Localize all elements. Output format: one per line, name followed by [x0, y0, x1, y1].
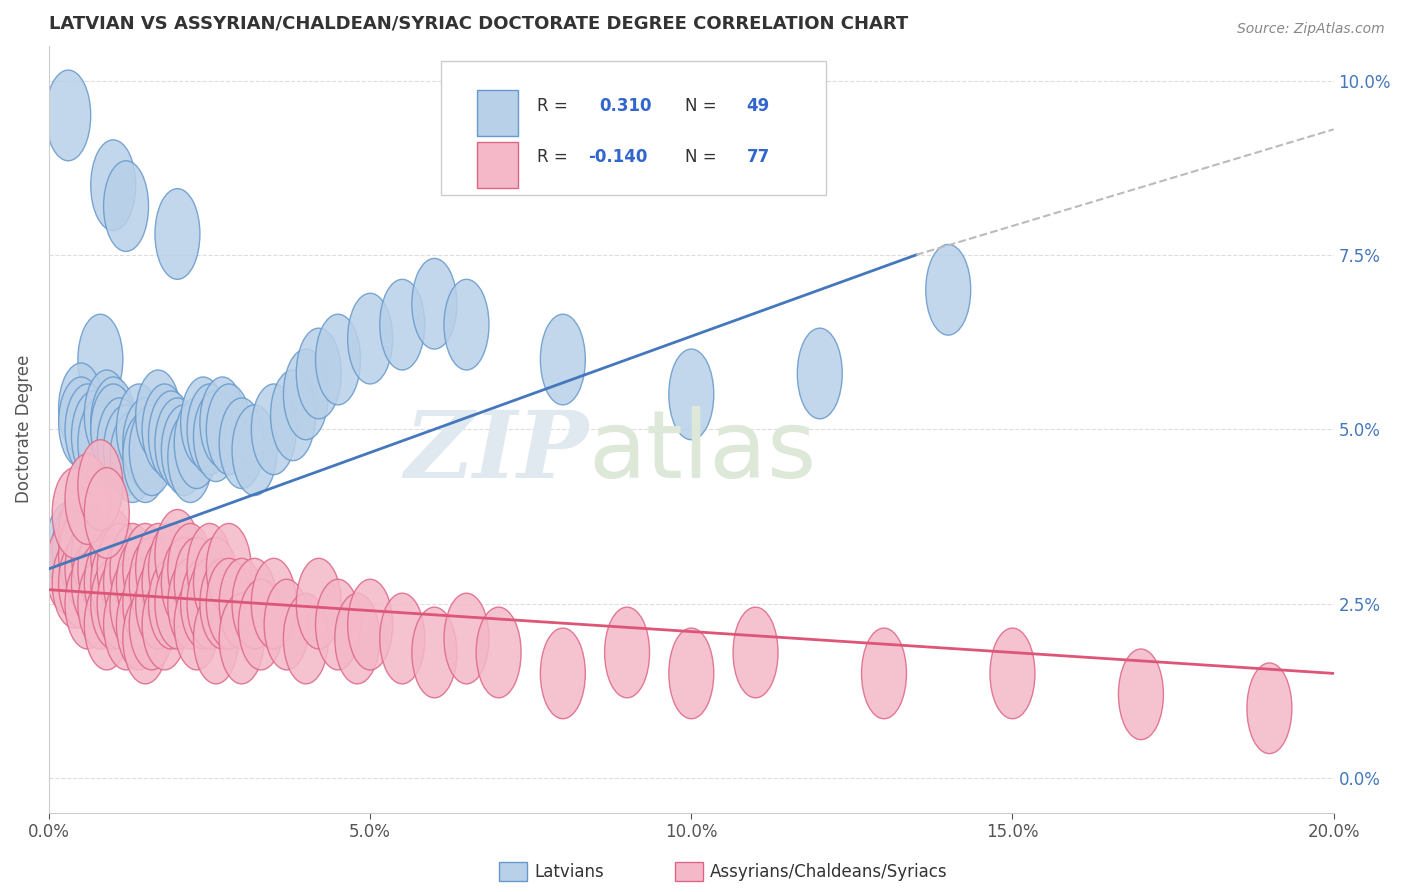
Text: Assyrians/Chaldeans/Syriacs: Assyrians/Chaldeans/Syriacs: [710, 863, 948, 881]
Text: 49: 49: [747, 96, 770, 114]
Text: atlas: atlas: [589, 406, 817, 499]
Text: R =: R =: [537, 96, 568, 114]
Text: LATVIAN VS ASSYRIAN/CHALDEAN/SYRIAC DOCTORATE DEGREE CORRELATION CHART: LATVIAN VS ASSYRIAN/CHALDEAN/SYRIAC DOCT…: [49, 15, 908, 33]
Text: Latvians: Latvians: [534, 863, 605, 881]
Text: N =: N =: [685, 148, 717, 166]
Text: -0.140: -0.140: [589, 148, 648, 166]
Y-axis label: Doctorate Degree: Doctorate Degree: [15, 355, 32, 503]
FancyBboxPatch shape: [477, 142, 517, 187]
Text: Source: ZipAtlas.com: Source: ZipAtlas.com: [1237, 22, 1385, 37]
Text: ZIP: ZIP: [405, 408, 589, 498]
Text: 0.310: 0.310: [599, 96, 651, 114]
Text: N =: N =: [685, 96, 717, 114]
Text: 77: 77: [747, 148, 770, 166]
FancyBboxPatch shape: [477, 90, 517, 136]
FancyBboxPatch shape: [441, 61, 827, 195]
Text: R =: R =: [537, 148, 568, 166]
